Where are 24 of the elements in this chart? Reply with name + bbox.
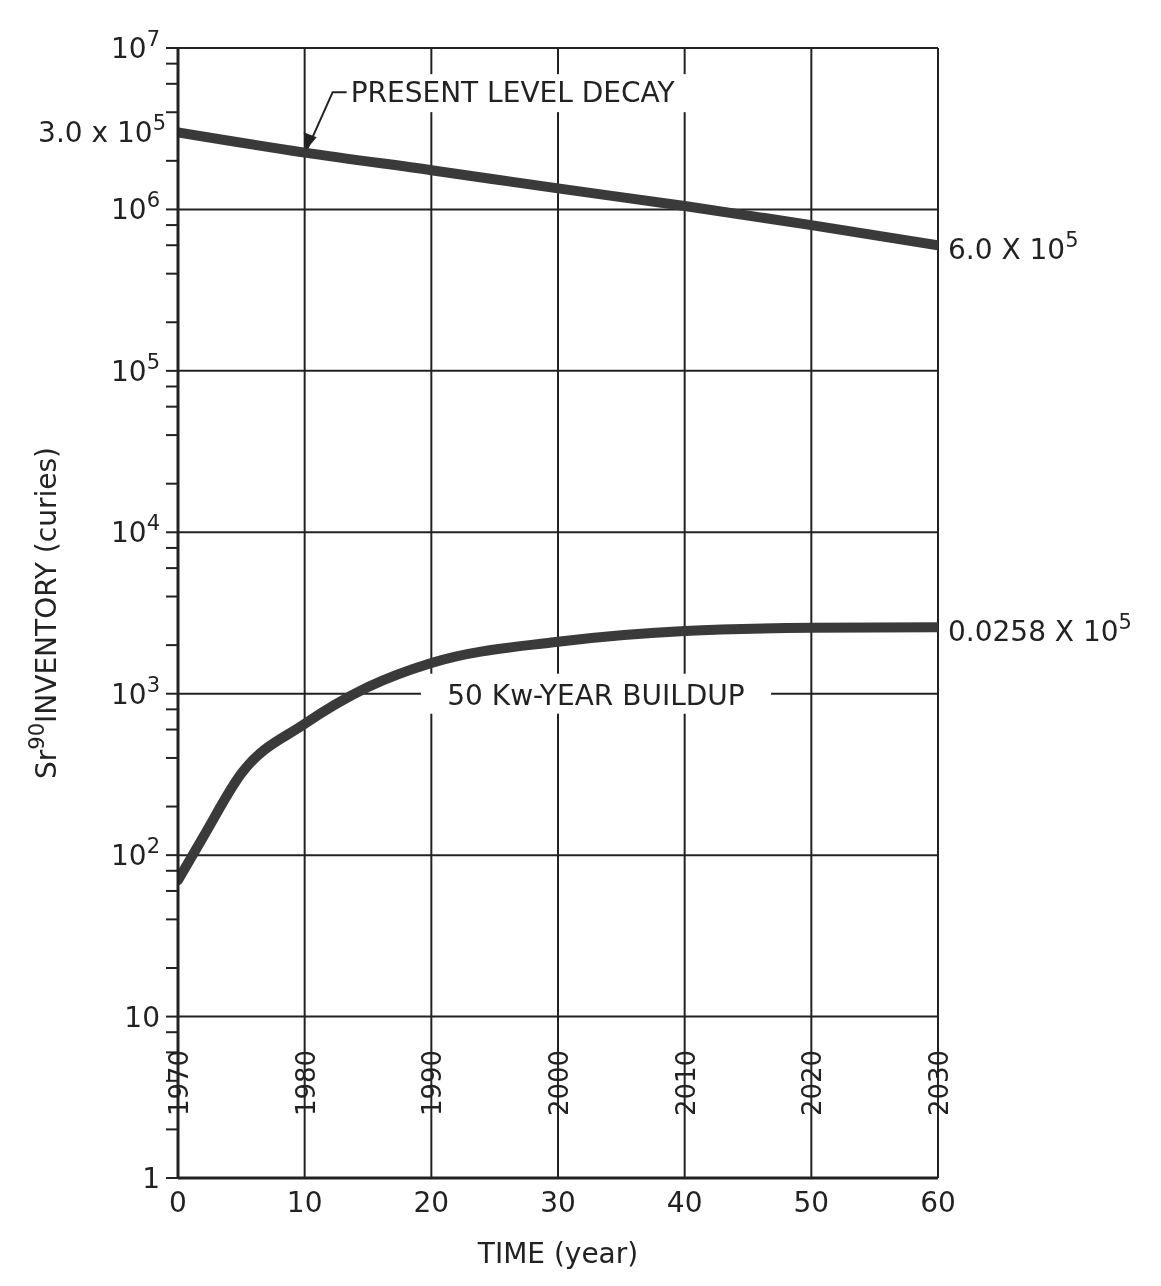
annotation: 6.0 X 10$^{5}$ (948, 228, 1079, 267)
y-tick-label: 10$^{2}$ (110, 834, 160, 873)
x2-tick-label: 1980 (290, 1049, 321, 1117)
x-tick-label: 40 (666, 1186, 703, 1219)
x-axis-title: TIME (year) (476, 1237, 639, 1270)
y-tick-label: 10$^{3}$ (110, 672, 160, 711)
y-tick-label: 10$^{6}$ (110, 188, 160, 227)
y-tick-label: 10$^{7}$ (110, 27, 160, 65)
annotation: 50 Kw-YEAR BUILDUP (447, 678, 745, 712)
x2-tick-label: 2020 (797, 1049, 828, 1117)
annotation: PRESENT LEVEL DECAY (350, 76, 676, 110)
x-tick-label: 0 (169, 1186, 187, 1219)
x2-tick-label: 2010 (670, 1049, 701, 1117)
y-tick-label: 10 (124, 1000, 160, 1034)
annotation: 0.0258 X 10$^{5}$ (948, 610, 1132, 649)
y-tick-label: 10$^{4}$ (110, 511, 160, 550)
y-tick-label: 10$^{5}$ (110, 349, 160, 388)
x-tick-label: 50 (793, 1186, 830, 1219)
annotation: 3.0 x 10$^{5}$ (38, 111, 166, 150)
x-tick-label: 10 (286, 1186, 323, 1219)
x-tick-label: 20 (413, 1186, 450, 1219)
y-tick-label: 1 (142, 1162, 160, 1195)
x-tick-label: 30 (540, 1186, 576, 1219)
x-tick-label: 60 (920, 1186, 956, 1219)
